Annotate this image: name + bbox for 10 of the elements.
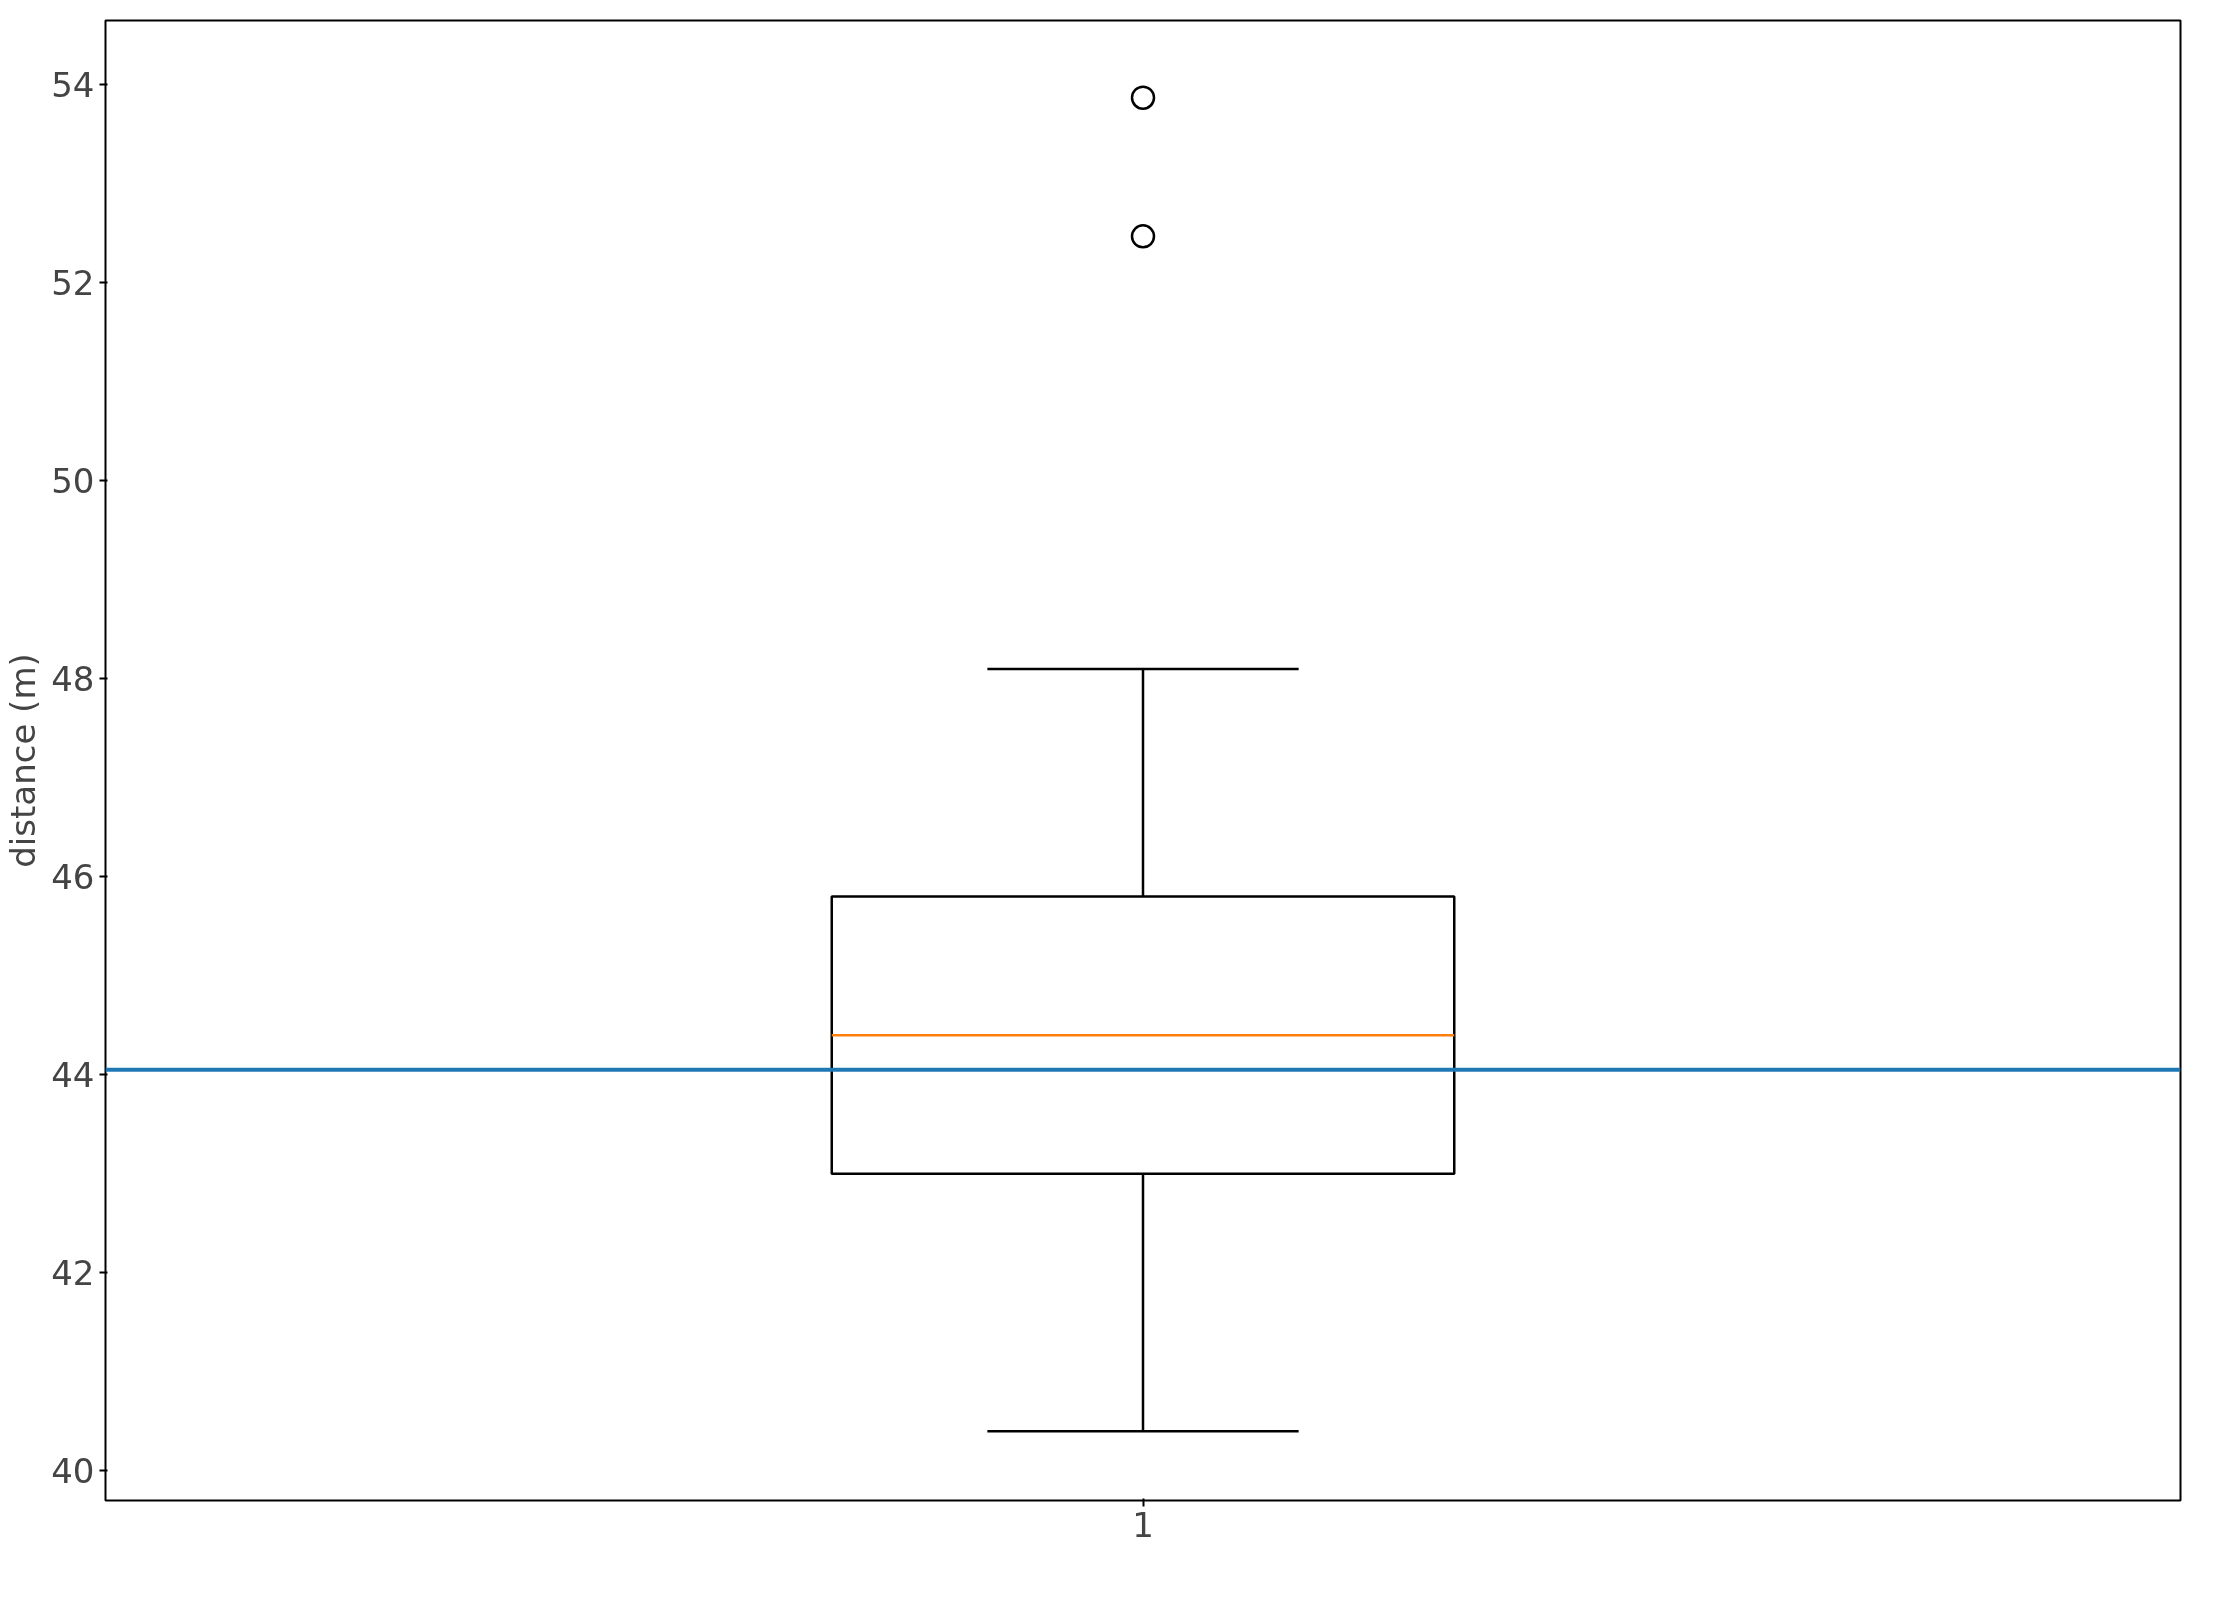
y-tick-label: 52 (51, 263, 95, 304)
y-tick-label: 50 (51, 461, 95, 502)
x-tick-label: 1 (1132, 1504, 1154, 1545)
y-tick-label: 42 (51, 1253, 95, 1294)
y-axis-title: distance (m) (3, 653, 44, 868)
y-tick-label: 44 (51, 1055, 95, 1096)
y-tick-label: 46 (51, 857, 95, 898)
y-tick-label: 54 (51, 65, 95, 106)
y-tick-label: 40 (51, 1451, 95, 1492)
y-tick-label: 48 (51, 659, 95, 700)
